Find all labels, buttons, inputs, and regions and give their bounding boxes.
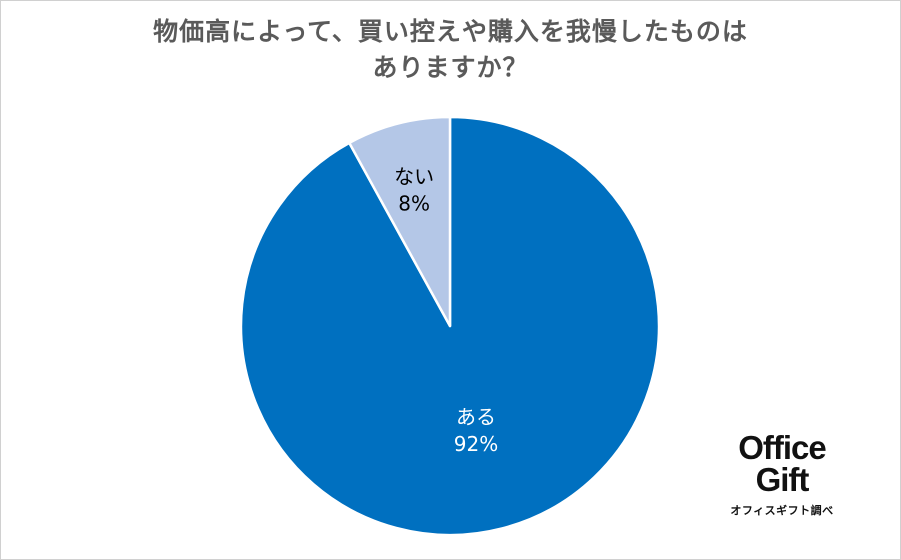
brand-name-line2: Gift <box>755 461 810 498</box>
pie-slice-2 <box>348 115 452 328</box>
office-gift-logo: Office Gift オフィスギフト調べ <box>712 429 852 518</box>
pie-slice-value-2: 8% <box>398 191 430 215</box>
pie-slice-value-1: 92% <box>454 432 498 456</box>
pie-labels: ある 92% ない 8% <box>394 164 498 456</box>
chart-title: 物価高によって、買い控えや購入を我慢したものは ありますか？ <box>0 14 901 86</box>
pie-slice-label-1: ある <box>456 405 496 429</box>
chart-title-line1: 物価高によって、買い控えや購入を我慢したものは <box>153 17 748 46</box>
pie-slices <box>239 115 661 537</box>
brand-name-line1: Office <box>738 429 827 466</box>
pie-slice-label-2: ない <box>394 164 434 188</box>
brand-source-note: オフィスギフト調べ <box>730 504 834 517</box>
chart-title-line2: ありますか？ <box>372 53 529 82</box>
